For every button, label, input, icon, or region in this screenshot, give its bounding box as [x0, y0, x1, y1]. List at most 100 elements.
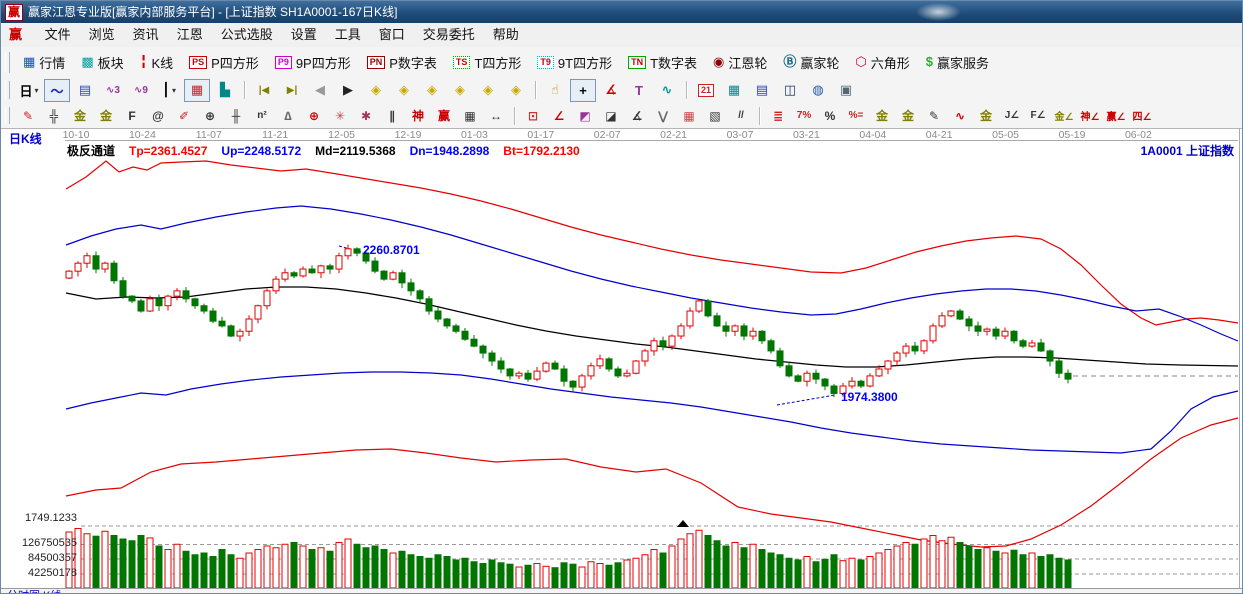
- angle-measure-button[interactable]: ∡: [598, 79, 624, 102]
- winner-service-button[interactable]: $ 赢家服务: [918, 50, 997, 75]
- price-bars-tool[interactable]: ≣: [766, 105, 790, 126]
- toolbar-grip[interactable]: [5, 51, 10, 73]
- hand-tool-button[interactable]: ☝: [542, 79, 568, 102]
- gold-circle-tool[interactable]: 金: [870, 105, 894, 126]
- save-button[interactable]: ◫: [777, 79, 803, 102]
- shen-angle-tool[interactable]: 神∠: [1078, 105, 1102, 126]
- t-table-button[interactable]: TN T数字表: [620, 50, 705, 75]
- grid-arrow-tool[interactable]: ▧: [703, 105, 727, 126]
- gann-circle-tool[interactable]: ⊕: [198, 105, 222, 126]
- menu-item-8[interactable]: 交易委托: [422, 27, 475, 42]
- fan-dark-tool[interactable]: ◪: [599, 105, 623, 126]
- pen-tool[interactable]: ✎: [16, 105, 40, 126]
- f-grid-tool[interactable]: F: [120, 105, 144, 126]
- winner-wheel-button[interactable]: Ⓑ 赢家轮: [775, 50, 847, 75]
- gold-grid-2-tool[interactable]: 金: [94, 105, 118, 126]
- candle-style-dropdown[interactable]: ⎮ ▾: [156, 79, 182, 102]
- diamond-compress-button[interactable]: ◈: [475, 79, 501, 102]
- diamond-hzoom-button[interactable]: ◈: [419, 79, 445, 102]
- wave-channel-tool[interactable]: ∿: [948, 105, 972, 126]
- shen-grid-tool[interactable]: 神: [406, 105, 430, 126]
- volume-profile-button[interactable]: ▙: [212, 79, 238, 102]
- next-bar-button[interactable]: ▶: [335, 79, 361, 102]
- span-arrows-tool[interactable]: ↔: [484, 105, 508, 126]
- starburst-tool[interactable]: ✳: [328, 105, 352, 126]
- wave-9-button[interactable]: ∿9: [128, 79, 154, 102]
- v-wave-tool[interactable]: ⋁: [651, 105, 675, 126]
- menu-item-9[interactable]: 帮助: [492, 27, 519, 42]
- notes-button[interactable]: ▤: [749, 79, 775, 102]
- percent-tool[interactable]: %: [818, 105, 842, 126]
- t-square-button[interactable]: TS T四方形: [445, 50, 529, 75]
- trend-angle-tool[interactable]: ∡: [625, 105, 649, 126]
- freeform-button[interactable]: ∿: [654, 79, 680, 102]
- gold-angle-tool[interactable]: 金∠: [1052, 105, 1076, 126]
- star-grid-tool[interactable]: ✱: [354, 105, 378, 126]
- view-tabs[interactable]: 分时图 K线: [1, 589, 1242, 593]
- red-target-tool[interactable]: ⊕: [302, 105, 326, 126]
- spiral-tool[interactable]: @: [146, 105, 170, 126]
- angle-ruler-tool[interactable]: ∆: [276, 105, 300, 126]
- prev-bar-button[interactable]: ◀: [307, 79, 333, 102]
- pattern-button[interactable]: ▦: [184, 78, 210, 102]
- toolbar-grip[interactable]: [5, 106, 10, 125]
- percent-line-tool[interactable]: 7%: [792, 105, 816, 126]
- box-select-tool[interactable]: ⊡: [521, 105, 545, 126]
- menu-item-0[interactable]: 文件: [44, 27, 71, 42]
- hexagon-button[interactable]: ⬡ 六角形: [847, 50, 917, 75]
- kline-chart[interactable]: 2260.8701 1974.3800: [1, 159, 1243, 588]
- menu-item-5[interactable]: 设置: [290, 27, 317, 42]
- menu-item-6[interactable]: 工具: [334, 27, 361, 42]
- calendar-button[interactable]: 21: [693, 79, 719, 102]
- gann-wheel-button[interactable]: ◉ 江恩轮: [705, 50, 775, 75]
- info-panel-button[interactable]: ▤: [72, 79, 98, 102]
- fence-tool[interactable]: ╫: [224, 105, 248, 126]
- n2-grid-tool[interactable]: n²: [250, 105, 274, 126]
- si-angle-tool[interactable]: 四∠: [1130, 105, 1154, 126]
- diamond-right-button[interactable]: ◈: [391, 79, 417, 102]
- f-angle-tool[interactable]: F∠: [1026, 105, 1050, 126]
- sectors-button[interactable]: ▩ 板块: [73, 50, 131, 75]
- 9p-square-button[interactable]: P9 9P四方形: [267, 50, 359, 75]
- lines-tool[interactable]: ∥: [380, 105, 404, 126]
- menu-item-4[interactable]: 公式选股: [220, 27, 273, 42]
- pen-ruler-tool[interactable]: ✐: [172, 105, 196, 126]
- diamond-expand-button[interactable]: ◈: [503, 79, 529, 102]
- gold-plain-tool[interactable]: 金: [974, 105, 998, 126]
- calculator-button[interactable]: ▦: [721, 79, 747, 102]
- 9t-square-button[interactable]: T9 9T四方形: [529, 50, 620, 75]
- menu-item-1[interactable]: 浏览: [88, 27, 115, 42]
- grid-tool[interactable]: ╬: [42, 105, 66, 126]
- p-table-button[interactable]: PN P数字表: [359, 50, 445, 75]
- fan-lines-tool[interactable]: ∠: [547, 105, 571, 126]
- first-bar-button[interactable]: |◀: [251, 79, 277, 102]
- web-save-button[interactable]: ◍: [805, 79, 831, 102]
- period-dropdown[interactable]: 日 ▾: [16, 79, 42, 102]
- wave-3-button[interactable]: ∿3: [100, 79, 126, 102]
- grid-dots-tool[interactable]: ▦: [677, 105, 701, 126]
- j-angle-tool[interactable]: J∠: [1000, 105, 1024, 126]
- p-square-button[interactable]: PS P四方形: [181, 50, 267, 75]
- kline-button[interactable]: ╏ K线: [132, 50, 182, 75]
- gold-grid-1-tool[interactable]: 金: [68, 105, 92, 126]
- ying-grid-tool[interactable]: 赢: [432, 105, 456, 126]
- gold-lines-tool[interactable]: 金: [896, 105, 920, 126]
- menu-item-7[interactable]: 窗口: [378, 27, 405, 42]
- crosshair-button[interactable]: +: [570, 78, 596, 102]
- computer-button[interactable]: ▣: [833, 79, 859, 102]
- toolbar-grip[interactable]: [5, 80, 10, 100]
- menu-item-3[interactable]: 江恩: [176, 27, 203, 42]
- fan-box-tool[interactable]: ◩: [573, 105, 597, 126]
- last-bar-button[interactable]: ▶|: [279, 79, 305, 102]
- ying-angle-tool[interactable]: 赢∠: [1104, 105, 1128, 126]
- marker-pen-tool[interactable]: ✎: [922, 105, 946, 126]
- menu-item-2[interactable]: 资讯: [132, 27, 159, 42]
- slant-lines-tool[interactable]: //: [729, 105, 753, 126]
- percent-lines-tool[interactable]: %=: [844, 105, 868, 126]
- diamond-xzoom-button[interactable]: ◈: [447, 79, 473, 102]
- quotes-button[interactable]: ▦ 行情: [15, 50, 73, 75]
- draw-mode-button[interactable]: 〜: [44, 78, 70, 102]
- ruler-grid-tool[interactable]: ▦: [458, 105, 482, 126]
- diamond-left-button[interactable]: ◈: [363, 79, 389, 102]
- gann-shape-button[interactable]: T: [626, 79, 652, 102]
